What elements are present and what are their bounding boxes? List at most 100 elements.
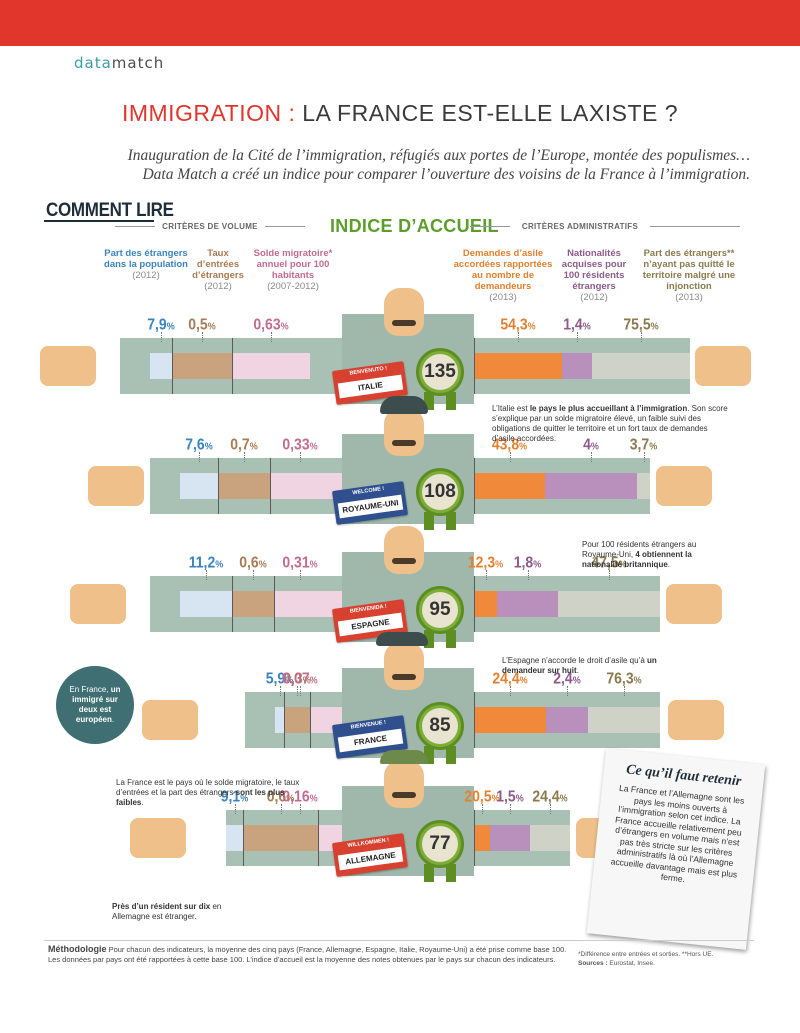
value-italie-5: 1,4% xyxy=(563,315,591,333)
segment-italie-3 xyxy=(232,353,310,379)
index-value-france: 85 xyxy=(422,708,458,744)
value-france-1: 5,9% xyxy=(265,669,294,687)
divider-france-3 xyxy=(474,692,475,748)
moustache-italie xyxy=(392,320,416,326)
segment-royaume-uni-2 xyxy=(218,473,270,499)
value-france-6: 76,3% xyxy=(606,669,642,687)
value-italie-1: 7,9% xyxy=(147,315,175,333)
value-tick-allemagne-4 xyxy=(482,804,483,814)
value-tick-france-6 xyxy=(624,686,625,696)
segment-france-4 xyxy=(474,707,546,733)
value-italie-3: 0,63% xyxy=(253,315,289,333)
value-tick-italie-4 xyxy=(518,332,519,342)
divider-allemagne-3 xyxy=(474,810,475,866)
hat-france xyxy=(376,632,428,646)
crit-admin-line-right xyxy=(650,226,740,227)
retenir-text: La France et l’Allemagne sont les pays l… xyxy=(610,782,745,885)
divider-espagne-2 xyxy=(274,576,275,632)
moustache-allemagne xyxy=(392,792,416,798)
value-tick-espagne-4 xyxy=(485,570,487,580)
value-royaume-uni-2: 0,7% xyxy=(230,435,258,453)
value-royaume-uni-3: 0,33% xyxy=(282,435,318,453)
footnote: *Différence entre entrées et sorties. **… xyxy=(578,951,714,958)
value-espagne-3: 0,31% xyxy=(282,553,318,571)
segment-france-5 xyxy=(546,707,588,733)
value-royaume-uni-6: 3,7% xyxy=(629,435,658,453)
segment-allemagne-2 xyxy=(243,825,318,851)
segment-italie-2 xyxy=(172,353,232,379)
segment-espagne-4 xyxy=(474,591,497,617)
divider-espagne-1 xyxy=(232,576,233,632)
sources: *Différence entre entrées et sorties. **… xyxy=(578,950,778,968)
hand-right-france xyxy=(668,700,724,740)
title-rest: LA FRANCE EST-ELLE LAXISTE ? xyxy=(295,100,679,126)
ribbon-italie-1 xyxy=(424,392,434,410)
ribbon-espagne-1 xyxy=(424,630,434,648)
head-italie xyxy=(384,288,424,336)
header-indicator-5: Nationalités acquises pour 100 résidents… xyxy=(561,248,627,303)
value-tick-allemagne-5 xyxy=(510,804,511,814)
value-tick-espagne-6 xyxy=(609,570,610,580)
page-subtitle: Inauguration de la Cité de l’immigration… xyxy=(60,146,750,184)
head-allemagne xyxy=(384,760,424,808)
index-badge-france: 85 xyxy=(416,702,464,750)
brand-logo: datamatch xyxy=(74,54,165,72)
divider-royaume-uni-1 xyxy=(218,458,219,514)
hand-right-espagne xyxy=(666,584,722,624)
value-royaume-uni-1: 7,6% xyxy=(185,435,213,453)
head-france xyxy=(384,642,424,690)
segment-france-2 xyxy=(284,707,310,733)
segment-italie-4 xyxy=(474,353,562,379)
index-value-italie: 135 xyxy=(422,354,458,390)
header-indicator-4: Demandes d’asile accordées rapportées au… xyxy=(453,248,553,303)
note-france: La France est le pays où le solde migrat… xyxy=(116,778,300,807)
segment-allemagne-5 xyxy=(490,825,530,851)
crit-volume-line-left xyxy=(115,226,155,227)
value-tick-royaume-uni-1 xyxy=(199,452,200,462)
value-italie-4: 54,3% xyxy=(500,315,536,333)
country-name-allemagne: ALLEMAGNE xyxy=(337,846,404,871)
value-tick-italie-3 xyxy=(271,332,272,342)
segment-france-6 xyxy=(588,707,660,733)
divider-france-2 xyxy=(310,692,311,748)
value-tick-italie-5 xyxy=(577,332,578,342)
criteres-admin-label: CRITÈRES ADMINISTRATIFS xyxy=(521,222,639,231)
hand-left-allemagne xyxy=(130,818,186,858)
hat-royaume-uni xyxy=(380,396,428,414)
value-allemagne-4: 20,5% xyxy=(464,787,500,805)
value-espagne-1: 11,2% xyxy=(188,553,224,571)
head-royaume-uni xyxy=(384,408,424,456)
circle-note-france: En France, un immigré sur deux est europ… xyxy=(56,666,134,744)
value-allemagne-1: 9,1% xyxy=(220,787,249,805)
value-tick-allemagne-2 xyxy=(280,804,282,814)
country-name-italie: ITALIE xyxy=(337,374,404,399)
segment-espagne-6 xyxy=(558,591,660,617)
sources-text: Eurostat, Insee. xyxy=(607,960,655,967)
value-tick-espagne-3 xyxy=(300,570,301,580)
divider-italie-1 xyxy=(172,338,173,394)
top-red-bar xyxy=(0,0,800,46)
comment-lire-underline xyxy=(44,220,154,222)
methodologie: Méthodologie Pour chacun des indicateurs… xyxy=(48,944,567,964)
segment-allemagne-1 xyxy=(226,825,243,851)
value-tick-allemagne-1 xyxy=(234,804,236,814)
value-france-3: 0,07% xyxy=(282,669,318,687)
divider-allemagne-2 xyxy=(318,810,319,866)
value-espagne-5: 1,8% xyxy=(513,553,542,571)
index-badge-allemagne: 77 xyxy=(416,820,464,868)
header-indicator-3: Solde migratoire* annuel pour 100 habita… xyxy=(253,248,333,292)
value-tick-allemagne-6 xyxy=(550,804,551,814)
segment-royaume-uni-4 xyxy=(474,473,545,499)
hat-allemagne xyxy=(380,750,428,764)
indice-accueil-title: INDICE D’ACCUEIL xyxy=(330,216,499,236)
value-royaume-uni-4: 43,8% xyxy=(491,435,528,453)
country-name-royaume-uni: ROYAUME-UNI xyxy=(337,494,404,519)
moustache-espagne xyxy=(392,558,416,564)
value-italie-2: 0,5% xyxy=(188,315,216,333)
segment-royaume-uni-6 xyxy=(637,473,650,499)
ribbon-royaume-uni-2 xyxy=(446,512,456,530)
value-allemagne-6: 24,4% xyxy=(532,787,568,805)
value-tick-italie-6 xyxy=(641,332,642,342)
divider-italie-3 xyxy=(474,338,475,394)
value-tick-italie-1 xyxy=(161,332,162,342)
